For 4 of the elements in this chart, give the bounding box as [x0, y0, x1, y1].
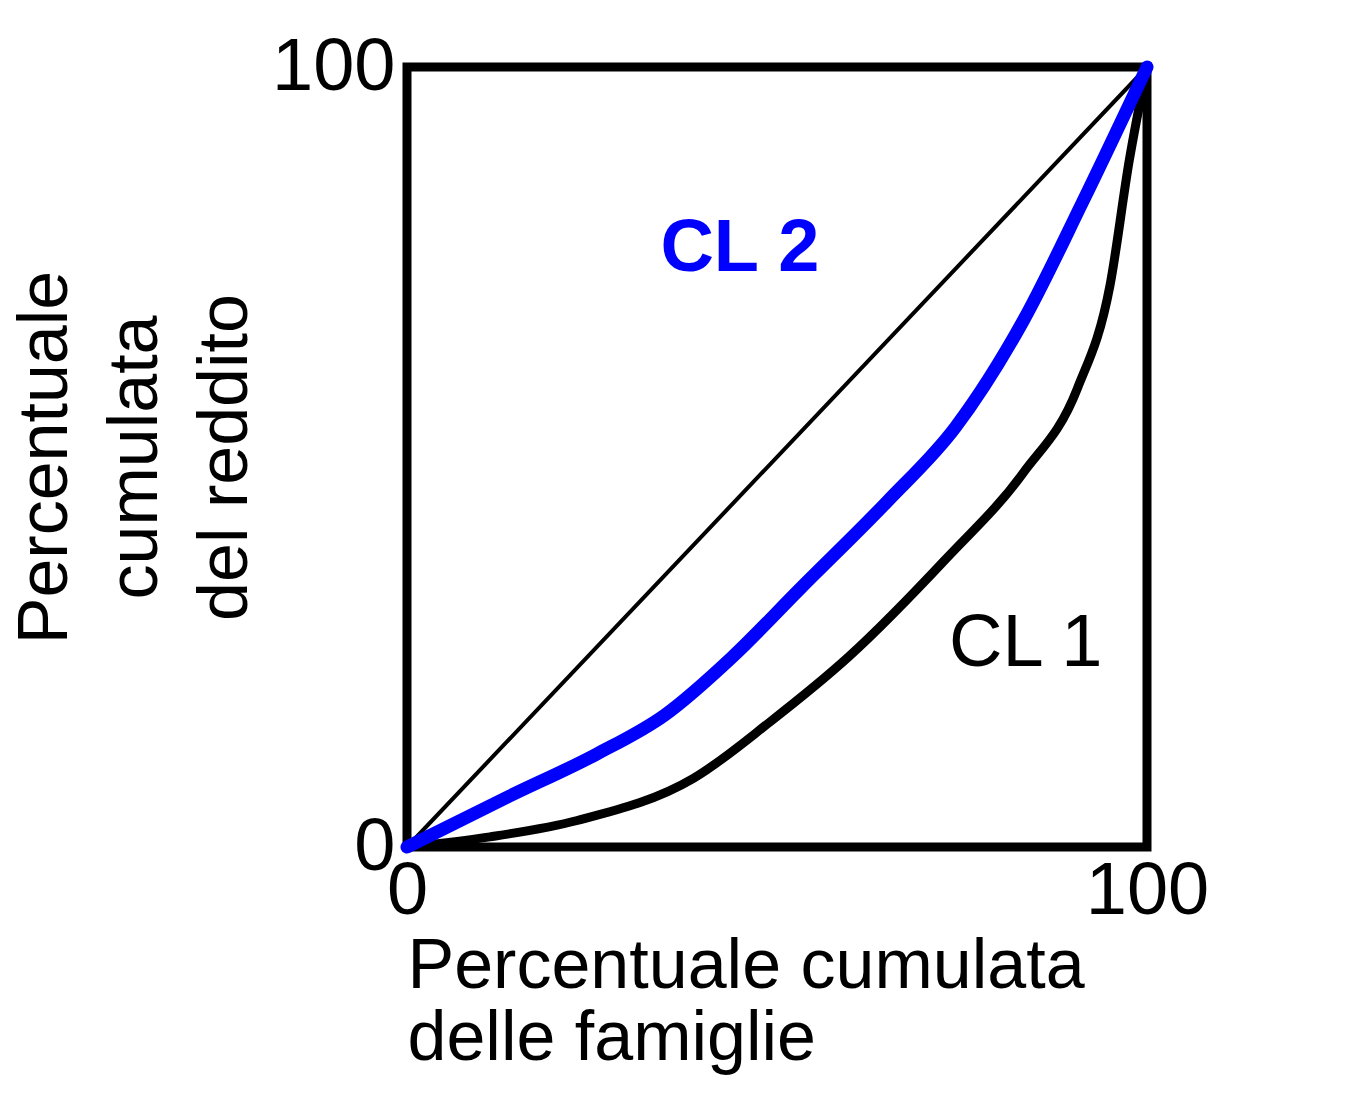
text: CL 2 [660, 203, 820, 287]
x-axis-title: Percentuale cumulata delle famiglie [407, 924, 1085, 1075]
y-axis-title: Percentuale cumulata del reddito [4, 270, 263, 645]
series-label: CL 1 [948, 599, 1103, 683]
